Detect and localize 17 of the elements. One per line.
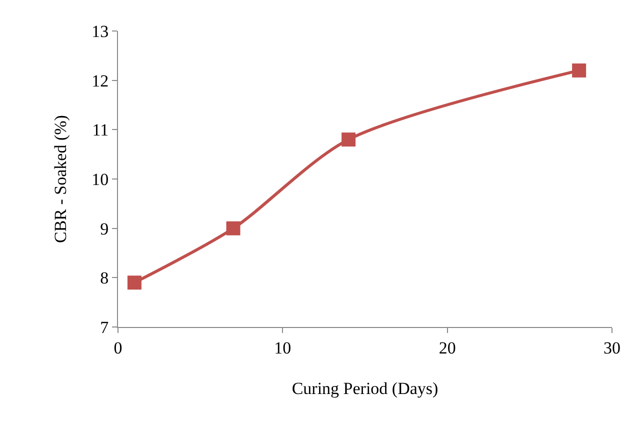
x-tick-label: 20 xyxy=(438,338,456,358)
x-tick-label: 10 xyxy=(274,338,292,358)
y-tick-label: 10 xyxy=(92,170,109,189)
y-tick-label: 7 xyxy=(100,318,110,337)
x-axis-title: Curing Period (Days) xyxy=(292,378,438,398)
point xyxy=(572,63,586,78)
point xyxy=(127,276,142,290)
y-tick-label: 9 xyxy=(100,219,109,238)
y-tick-label: 11 xyxy=(92,120,109,140)
x-tick-label: 0 xyxy=(114,338,122,358)
y-tick-label: 8 xyxy=(100,268,109,288)
y-tick-label: 13 xyxy=(92,22,109,41)
y-tick-label: 12 xyxy=(92,71,109,90)
point xyxy=(226,221,240,236)
x-tick-label: 30 xyxy=(604,338,620,358)
y-axis-title: CBR - Soaked (%) xyxy=(51,115,70,243)
point xyxy=(342,132,356,147)
